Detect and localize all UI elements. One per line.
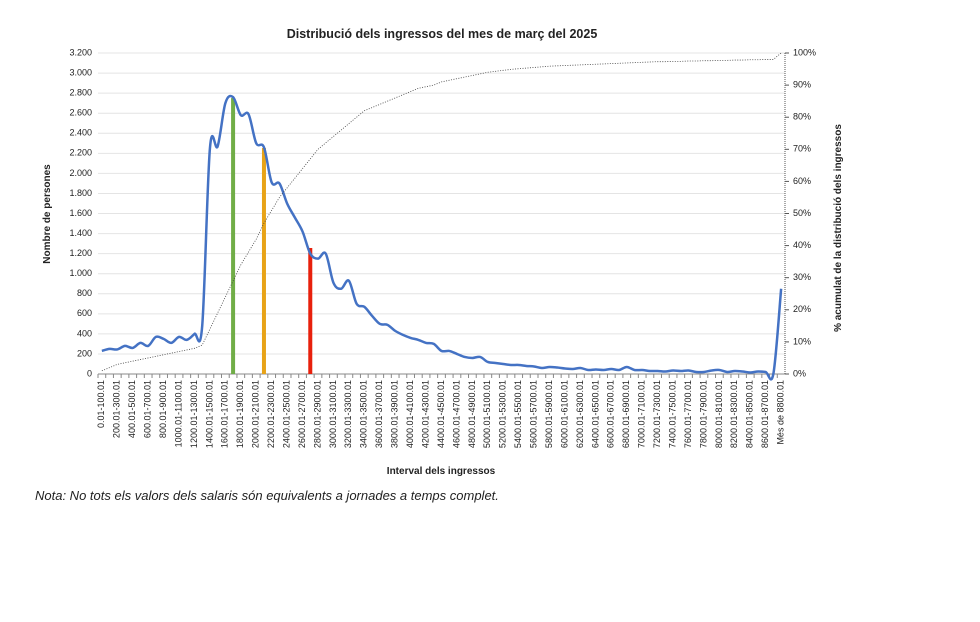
x-tick-label: 6600.01-6700.01 (606, 380, 616, 448)
y-tick-label: 1.800 (69, 188, 92, 198)
x-tick-label: 4600.01-4700.01 (451, 380, 461, 448)
y-tick-label: 200 (77, 348, 92, 358)
y-tick-label: 0 (87, 368, 92, 378)
x-tick-label: 3400.01-3500.01 (359, 380, 369, 448)
y-tick-label: 2.800 (69, 88, 92, 98)
x-tick-label: 1400.01-1500.01 (204, 380, 214, 448)
y-tick-label: 1.400 (69, 228, 92, 238)
cumulative-line (101, 52, 782, 372)
y-tick-label: 800 (77, 288, 92, 298)
x-tick-label: 2600.01-2700.01 (297, 380, 307, 448)
y-tick-label: 1.200 (69, 248, 92, 258)
y2-tick-label: 60% (793, 176, 811, 186)
x-tick-label: 4200.01-4300.01 (420, 380, 430, 448)
y2-tick-label: 0% (793, 368, 806, 378)
x-axis-title: Interval dels ingressos (387, 466, 496, 477)
y-tick-label: 2.200 (69, 148, 92, 158)
x-tick-label: 6400.01-6500.01 (590, 380, 600, 448)
y2-tick-label: 100% (793, 47, 816, 57)
x-tick-label: 6800.01-6900.01 (621, 380, 631, 448)
y-tick-label: 1.000 (69, 268, 92, 278)
x-tick-label: 0.01-100.01 (96, 380, 106, 428)
x-tick-label: 7000.01-7100.01 (637, 380, 647, 448)
y2-axis-title: % acumulat de la distribució dels ingres… (833, 124, 844, 332)
x-tick-label: 3600.01-3700.01 (374, 380, 384, 448)
x-tick-label: 6200.01-6300.01 (575, 380, 585, 448)
x-tick-label: 7800.01-7900.01 (698, 380, 708, 448)
x-tick-label: 800.01-900.01 (158, 380, 168, 438)
x-tick-label: 5000.01-5100.01 (482, 380, 492, 448)
y-tick-label: 2.000 (69, 168, 92, 178)
y-axis-title: Nombre de persones (42, 164, 53, 264)
data-line (101, 94, 783, 381)
x-tick-label: 5400.01-5500.01 (513, 380, 523, 448)
x-tick-label: 7200.01-7300.01 (652, 380, 662, 448)
x-tick-label: 8400.01-8500.01 (745, 380, 755, 448)
x-tick-label: 2000.01-2100.01 (251, 380, 261, 448)
x-tick-label: 4800.01-4900.01 (467, 380, 477, 448)
x-tick-label: 5200.01-5300.01 (498, 380, 508, 448)
x-tick-label: 2400.01-2500.01 (281, 380, 291, 448)
x-tick-label: 8000.01-8100.01 (714, 380, 724, 448)
y2-tick-label: 10% (793, 336, 811, 346)
note: Nota: No tots els valors dels salaris só… (35, 488, 499, 503)
x-tick-label: 400.01-500.01 (127, 380, 137, 438)
x-tick-label: 4000.01-4100.01 (405, 380, 415, 448)
y-tick-label: 3.000 (69, 67, 92, 77)
bar (308, 248, 313, 374)
y2-tick-label: 70% (793, 144, 811, 154)
chart-title: Distribució dels ingressos del mes de ma… (287, 27, 598, 41)
x-tick-label: 200.01-300.01 (112, 380, 122, 438)
x-tick-label: 5600.01-5700.01 (529, 380, 539, 448)
bar (231, 98, 236, 374)
x-tick-label: 600.01-700.01 (143, 380, 153, 438)
x-tick-label: 7400.01-7500.01 (667, 380, 677, 448)
y-tick-label: 1.600 (69, 208, 92, 218)
y2-tick-label: 90% (793, 79, 811, 89)
y2-tick-label: 50% (793, 208, 811, 218)
x-tick-label: 6000.01-6100.01 (559, 380, 569, 448)
x-tick-label: 4400.01-4500.01 (436, 380, 446, 448)
x-tick-label: 3000.01-3100.01 (328, 380, 338, 448)
x-tick-label: 3800.01-3900.01 (390, 380, 400, 448)
x-tick-label: 1800.01-1900.01 (235, 380, 245, 448)
x-tick-label: 1600.01-1700.01 (220, 380, 230, 448)
x-tick-label: 1000.01-1100.01 (173, 380, 183, 447)
x-tick-label: 2200.01-2300.01 (266, 380, 276, 448)
x-tick-label: 5800.01-5900.01 (544, 380, 554, 448)
x-tick-label: 1200.01-1300.01 (189, 380, 199, 448)
y-tick-label: 2.400 (69, 128, 92, 138)
y-tick-label: 600 (77, 308, 92, 318)
x-tick-label: 8600.01-8700.01 (760, 380, 770, 448)
bar (261, 147, 266, 374)
y2-tick-label: 80% (793, 112, 811, 122)
y2-tick-label: 40% (793, 240, 811, 250)
y2-tick-label: 20% (793, 304, 811, 314)
y-tick-label: 400 (77, 328, 92, 338)
y2-tick-label: 30% (793, 272, 811, 282)
x-tick-label: 3200.01-3300.01 (343, 380, 353, 448)
x-tick-label: Més de 8800.01 (776, 380, 786, 445)
x-tick-label: 7600.01-7700.01 (683, 380, 693, 448)
y-tick-label: 2.600 (69, 108, 92, 118)
x-tick-label: 2800.01-2900.01 (312, 380, 322, 448)
x-tick-label: 8200.01-8300.01 (729, 380, 739, 448)
y-tick-label: 3.200 (69, 47, 92, 57)
